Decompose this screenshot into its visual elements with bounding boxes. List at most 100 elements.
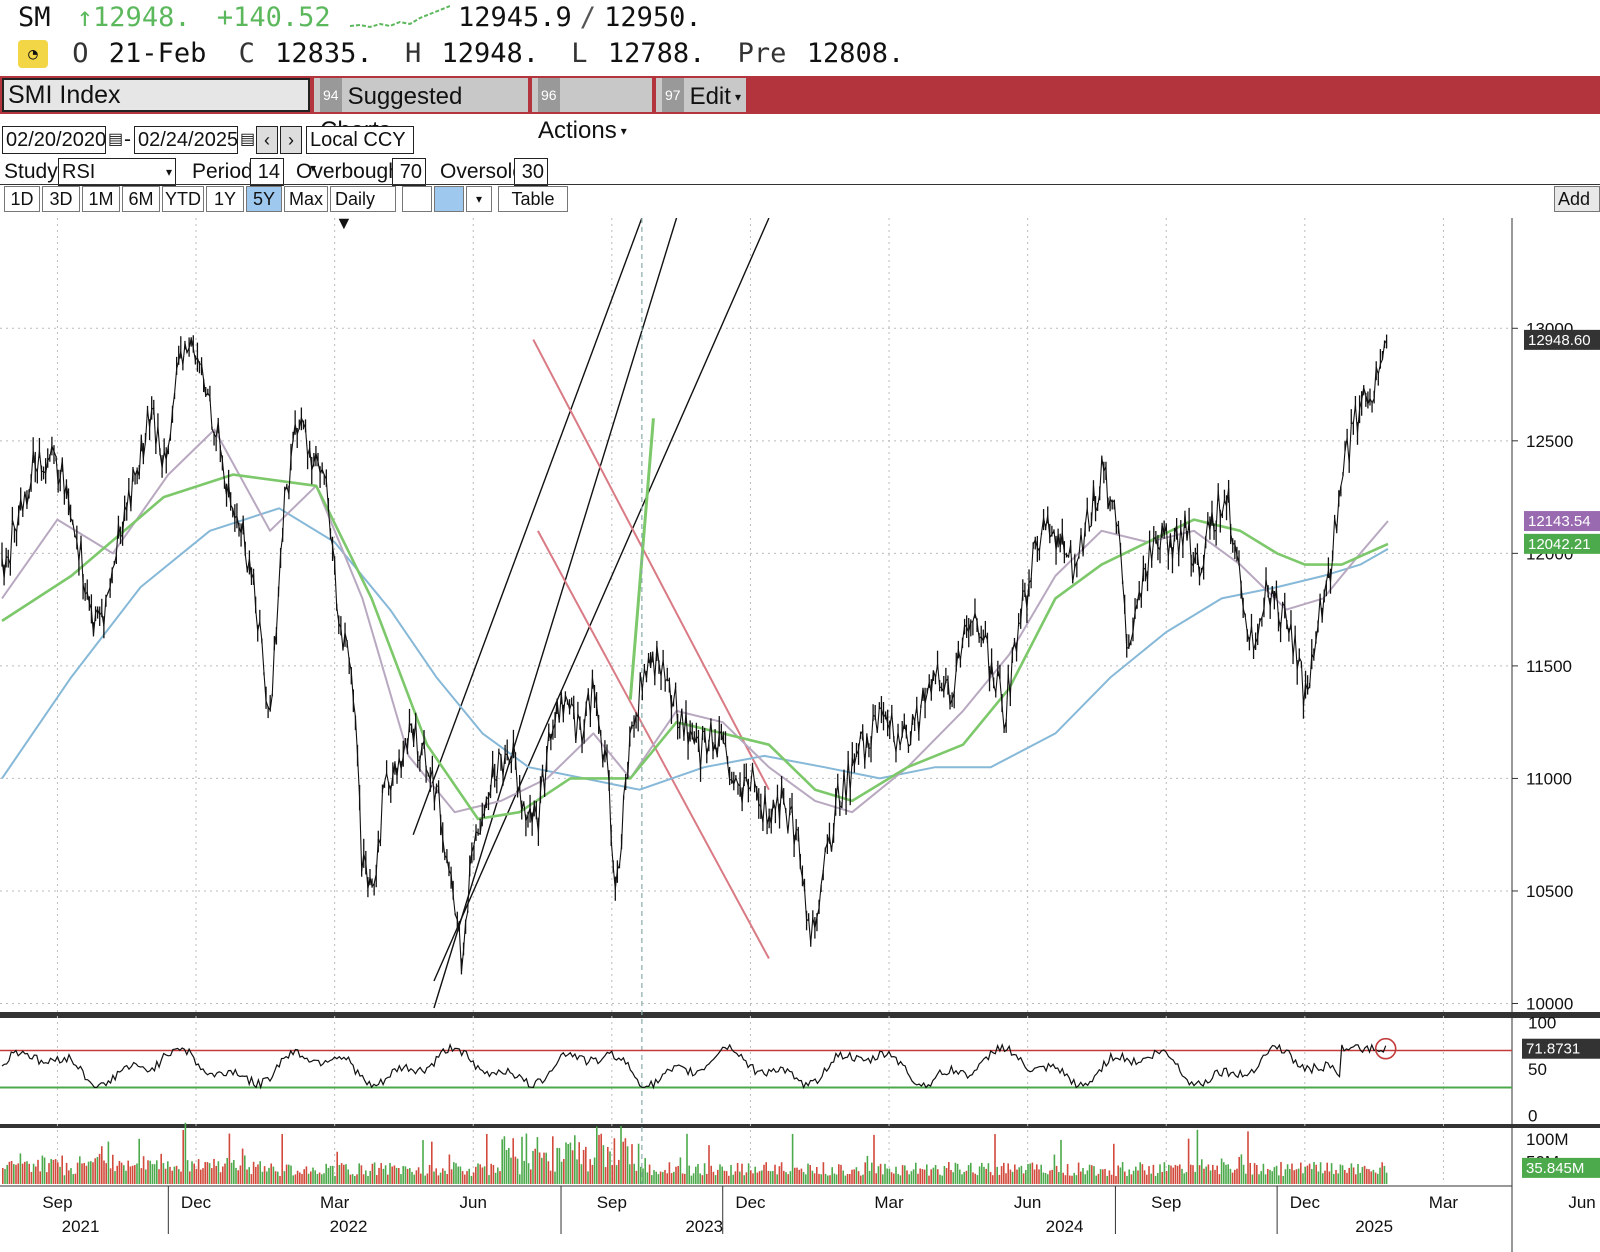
range-1d-button[interactable]: 1D bbox=[4, 186, 40, 212]
volume-bar bbox=[400, 1174, 402, 1184]
volume-bar bbox=[1368, 1169, 1370, 1184]
volume-bar bbox=[153, 1164, 156, 1184]
range-max-button[interactable]: Max bbox=[284, 186, 328, 212]
volume-bar bbox=[184, 1122, 187, 1184]
volume-bar bbox=[985, 1168, 987, 1184]
volume-bar bbox=[1293, 1170, 1295, 1184]
study-label: Study bbox=[4, 160, 58, 183]
date-separator: - bbox=[124, 128, 131, 151]
volume-bar bbox=[274, 1171, 277, 1184]
volume-bar bbox=[893, 1173, 895, 1184]
volume-bar bbox=[1229, 1168, 1232, 1184]
month-label: Dec bbox=[735, 1193, 766, 1212]
oversold-input[interactable]: 30 bbox=[514, 158, 548, 186]
volume-bar bbox=[604, 1167, 607, 1184]
volume-bar bbox=[514, 1156, 517, 1184]
volume-bar bbox=[829, 1175, 831, 1184]
volume-bar bbox=[772, 1171, 774, 1184]
style-caret-button[interactable]: ▾ bbox=[466, 186, 492, 212]
volume-bar bbox=[437, 1175, 440, 1184]
volume-bar bbox=[1238, 1156, 1240, 1184]
actions-menu[interactable]: 96 Actions ▾ bbox=[532, 78, 652, 144]
volume-bar bbox=[325, 1163, 327, 1184]
volume-bar bbox=[532, 1150, 534, 1184]
volume-bar bbox=[554, 1171, 556, 1184]
volume-bar bbox=[356, 1174, 358, 1184]
volume-bar bbox=[662, 1172, 664, 1184]
volume-bar bbox=[1366, 1168, 1368, 1184]
volume-bar bbox=[945, 1168, 948, 1184]
volume-bar bbox=[167, 1161, 169, 1184]
volume-bar bbox=[314, 1170, 316, 1184]
edit-menu[interactable]: 97 Edit ▾ bbox=[656, 78, 746, 112]
add-data-button[interactable]: Add D bbox=[1554, 186, 1600, 212]
currency-select[interactable]: Local CCY ▾ bbox=[306, 126, 414, 175]
end-date-input[interactable]: 02/24/2025 bbox=[134, 126, 238, 154]
volume-bar bbox=[1018, 1167, 1020, 1184]
volume-bar bbox=[259, 1161, 261, 1184]
volume-bar bbox=[725, 1171, 728, 1184]
volume-bar bbox=[1110, 1174, 1113, 1184]
volume-bar bbox=[545, 1152, 547, 1184]
chart-style-button[interactable] bbox=[434, 186, 464, 212]
high-value: 12948. bbox=[441, 38, 540, 69]
volume-bar bbox=[802, 1172, 805, 1184]
calendar-icon[interactable]: ▤ bbox=[240, 131, 256, 148]
calendar-icon[interactable]: ▤ bbox=[108, 131, 124, 148]
range-1m-button[interactable]: 1M bbox=[82, 186, 120, 212]
volume-bar bbox=[998, 1174, 1001, 1184]
chart-type-button[interactable] bbox=[402, 186, 432, 212]
period-input[interactable]: 14 bbox=[250, 158, 284, 186]
prev-period-button[interactable]: ‹ bbox=[256, 126, 278, 154]
volume-bar bbox=[1016, 1169, 1018, 1184]
volume-bar bbox=[1236, 1168, 1238, 1184]
volume-bar bbox=[747, 1163, 750, 1184]
volume-bar bbox=[101, 1146, 103, 1184]
volume-bar bbox=[750, 1170, 752, 1184]
volume-bar bbox=[83, 1162, 85, 1184]
volume-bar bbox=[871, 1162, 873, 1184]
range-3d-button[interactable]: 3D bbox=[42, 186, 80, 212]
volume-bar bbox=[1223, 1162, 1225, 1184]
range-ytd-button[interactable]: YTD bbox=[162, 186, 204, 212]
menu-label: Edit bbox=[689, 83, 731, 110]
overbought-label: Overbought bbox=[296, 160, 406, 183]
month-label: Mar bbox=[874, 1193, 904, 1212]
overbought-input[interactable]: 70 bbox=[392, 158, 426, 186]
volume-bar bbox=[778, 1166, 781, 1184]
month-label: Jun bbox=[460, 1193, 487, 1212]
month-label: Dec bbox=[181, 1193, 212, 1212]
next-period-button[interactable]: › bbox=[280, 126, 302, 154]
start-date-input[interactable]: 02/20/2020 bbox=[2, 126, 106, 154]
study-select[interactable]: RSI ▾ bbox=[58, 158, 176, 186]
volume-bar bbox=[1027, 1164, 1029, 1184]
volume-bar bbox=[1086, 1170, 1089, 1184]
table-button[interactable]: Table bbox=[498, 186, 568, 212]
volume-bar bbox=[435, 1168, 437, 1184]
volume-bar bbox=[380, 1163, 382, 1184]
volume-bar bbox=[1148, 1166, 1150, 1184]
volume-bar bbox=[1385, 1172, 1388, 1184]
volume-bar bbox=[1271, 1171, 1273, 1184]
range-1y-button[interactable]: 1Y bbox=[206, 186, 244, 212]
moving-average-green bbox=[1, 473, 1389, 821]
gauge-icon[interactable]: ◔ bbox=[18, 40, 48, 68]
price-y-tick-label: 11500 bbox=[1526, 657, 1572, 676]
volume-bar bbox=[761, 1170, 763, 1184]
red-channel-upper bbox=[532, 339, 770, 791]
volume-bar bbox=[1335, 1169, 1337, 1184]
volume-bar bbox=[578, 1142, 580, 1184]
volume-bar bbox=[479, 1164, 481, 1184]
volume-bar bbox=[954, 1162, 957, 1184]
range-6m-button[interactable]: 6M bbox=[122, 186, 160, 212]
frequency-select[interactable]: Daily ▼ bbox=[330, 186, 396, 233]
volume-bar bbox=[1082, 1168, 1084, 1184]
volume-bar bbox=[96, 1157, 99, 1184]
price-value-tag-label: 12042.21 bbox=[1528, 536, 1591, 553]
range-5y-button[interactable]: 5Y bbox=[246, 186, 282, 212]
volume-bar bbox=[732, 1174, 734, 1184]
security-input[interactable]: SMI Index bbox=[2, 78, 310, 112]
volume-bar bbox=[1097, 1173, 1100, 1184]
volume-bar bbox=[659, 1171, 662, 1184]
